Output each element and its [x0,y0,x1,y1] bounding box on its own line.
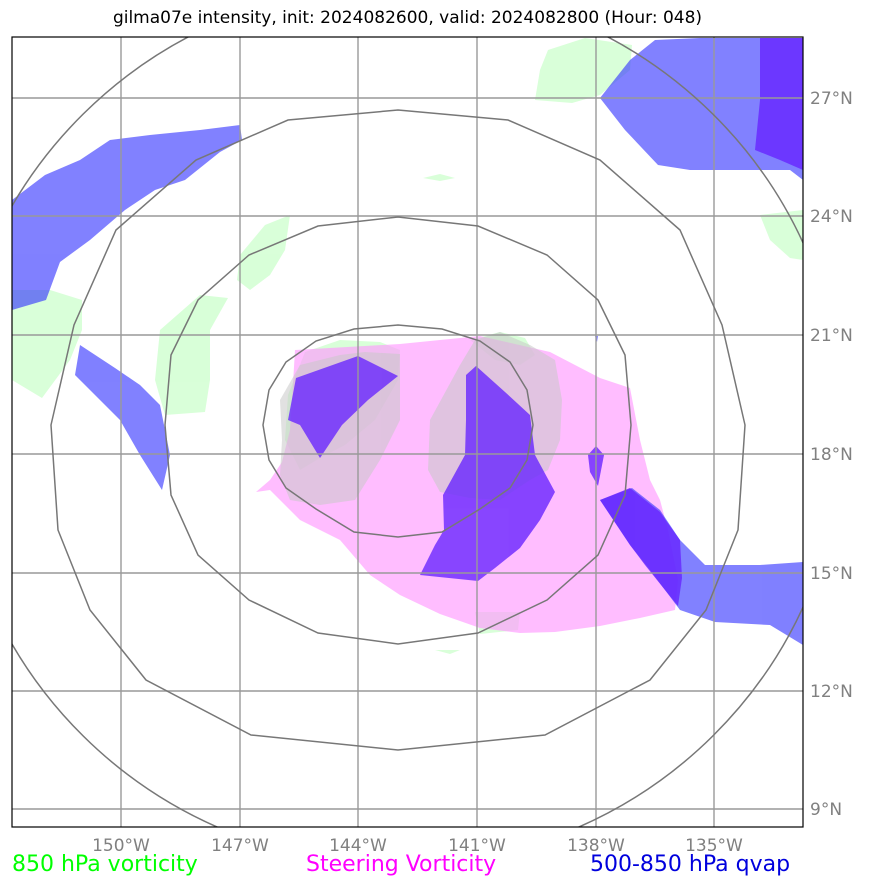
lat-label: 21°N [810,326,853,346]
legend-qvap: 500-850 hPa qvap [590,852,791,877]
lon-label: 141°W [448,836,506,856]
qvap-core-region [755,38,803,170]
latitude-labels: 27°N 24°N 21°N 18°N 15°N 12°N 9°N [810,89,853,820]
lon-label: 150°W [92,836,150,856]
map-frame [11,36,804,828]
lon-label: 147°W [211,836,269,856]
lat-label: 12°N [810,682,853,702]
lon-label: 138°W [567,836,625,856]
map-plot-area [12,37,803,827]
qvap-core-region [600,488,682,606]
lat-label: 9°N [810,800,842,820]
vort850-region [760,210,803,260]
vort850-region [535,38,632,103]
legend-steering-vorticity: Steering Vorticity [306,852,497,877]
vort850-region [435,650,460,654]
qvap-region [600,38,803,180]
legend-850-vorticity: 850 hPa vorticity [12,852,198,877]
map-title: gilma07e intensity, init: 2024082600, va… [112,8,703,28]
qvap-region [12,125,242,310]
qvap-core-region [420,366,555,581]
lat-label: 15°N [810,564,853,584]
qvap-core-region [288,356,398,458]
lat-label: 27°N [810,89,853,109]
lon-label: 135°W [685,836,743,856]
longitude-labels: 150°W 147°W 144°W 141°W 138°W 135°W [92,836,743,856]
range-rings [12,37,803,827]
range-ring [262,324,534,538]
lon-label: 144°W [329,836,387,856]
vort850-region [423,174,455,181]
lat-label: 24°N [810,207,853,227]
map-gridlines [12,37,803,827]
range-ring [50,109,746,751]
lat-label: 18°N [810,445,853,465]
range-ring [164,216,632,645]
vort850-region [155,295,228,415]
vort850-region [237,215,290,290]
vort850-region [12,290,82,398]
qvap-core-layer [288,38,803,606]
qvap-region [75,345,170,490]
